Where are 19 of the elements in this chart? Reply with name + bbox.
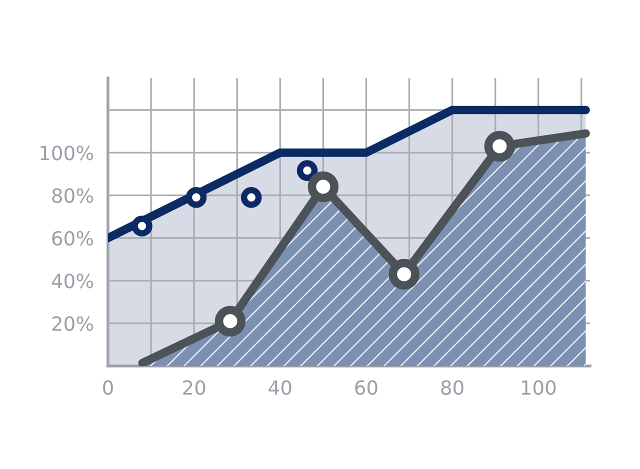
point xyxy=(186,187,207,208)
x-tick-label: 80 xyxy=(441,380,464,395)
y-tick-label: 60% xyxy=(52,230,94,246)
y-tick-label: 40% xyxy=(52,274,94,288)
point xyxy=(132,216,152,236)
point xyxy=(214,306,246,337)
y-tick-label: 80% xyxy=(52,188,94,203)
x-tick-label: 20 xyxy=(183,380,206,395)
x-tick-label: 60 xyxy=(355,380,378,395)
x-tick-label: 40 xyxy=(268,380,292,395)
x-tick-label: 0 xyxy=(103,380,113,395)
point xyxy=(308,171,339,202)
x-tick-label: 100 xyxy=(522,380,556,395)
y-tick-label: 20% xyxy=(52,316,94,331)
point xyxy=(240,187,262,208)
point xyxy=(484,130,515,162)
point xyxy=(388,258,420,290)
y-tick-label: 100% xyxy=(40,146,94,160)
point xyxy=(296,160,318,181)
